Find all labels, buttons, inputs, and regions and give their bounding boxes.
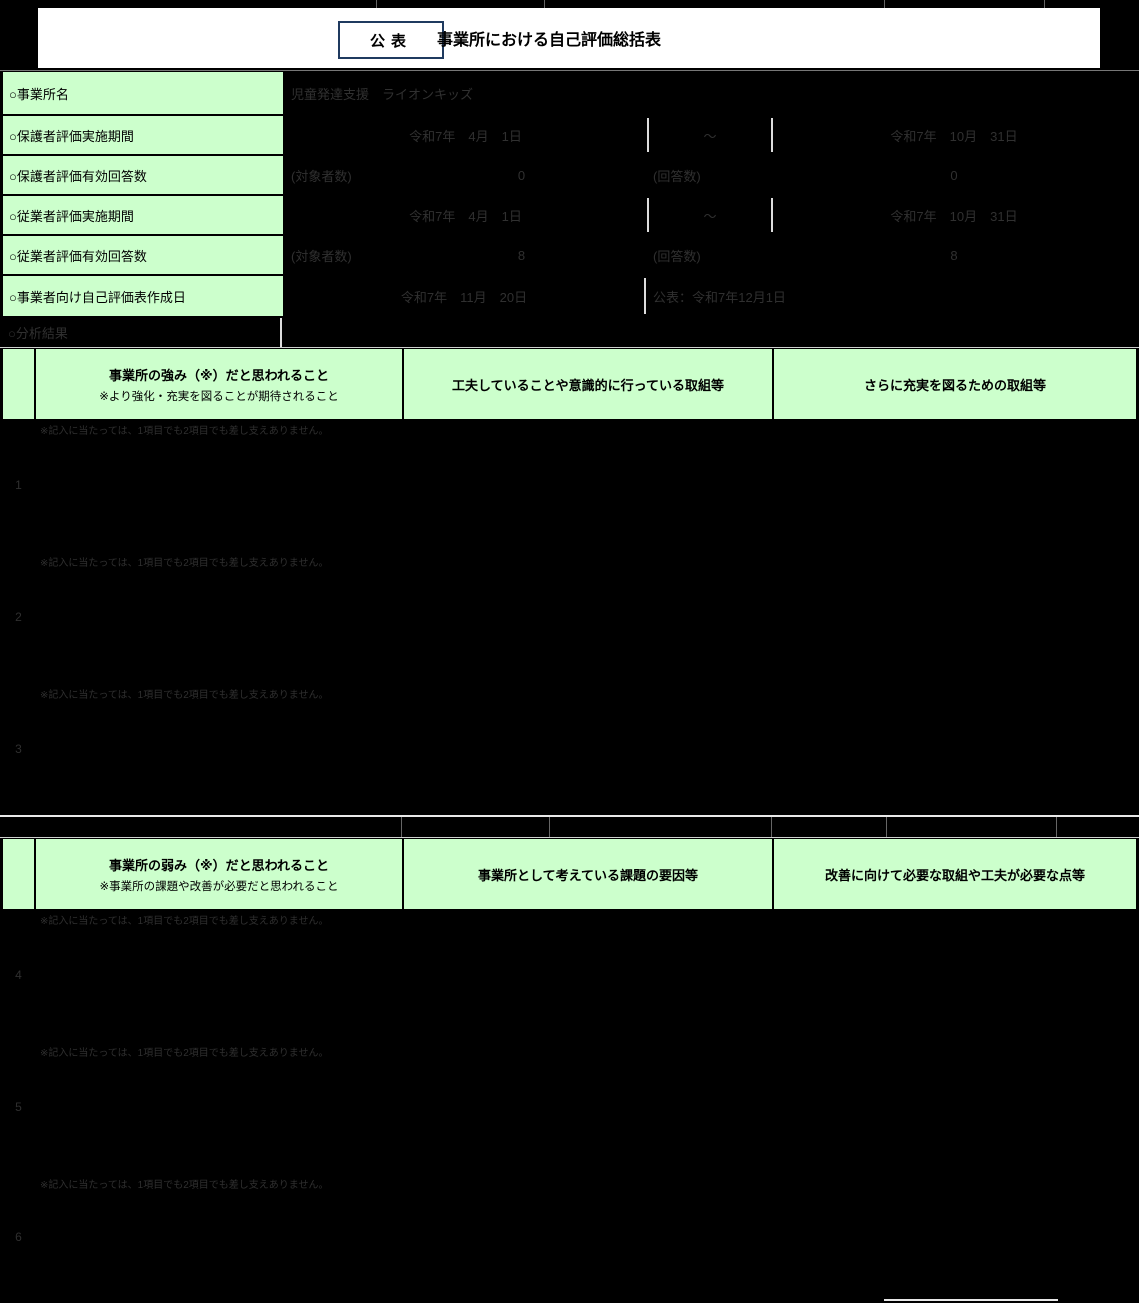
strength-row-3-number: 3 bbox=[15, 742, 22, 756]
self-eval-creation-date: 令和7年 11月 20日 bbox=[400, 289, 528, 305]
guardian-period-tilde: ～ bbox=[703, 128, 717, 144]
staff-period-from: 令和7年 4月 1日 bbox=[409, 208, 522, 224]
weakness-row-3: 6 ※記入に当たっては、1項目でも2項目でも差し支えありません。 bbox=[3, 1173, 1136, 1301]
gridline bbox=[1044, 0, 1045, 8]
weakness-row-1-note: ※記入に当たっては、1項目でも2項目でも差し支えありません。 bbox=[40, 916, 329, 927]
staff-target-count-label: (対象者数) bbox=[291, 248, 352, 264]
guardian-target-count: 0 bbox=[517, 167, 526, 183]
gridline bbox=[549, 817, 550, 837]
gridline bbox=[1056, 817, 1057, 837]
label-guardian-eval-period: ○保護者評価実施期間 bbox=[3, 116, 283, 154]
header-panel: 公表 bbox=[38, 8, 1100, 68]
cell-divider bbox=[771, 118, 773, 152]
gridline bbox=[884, 1299, 1058, 1301]
publication-date: 公表：令和7年12月1日 bbox=[653, 289, 786, 305]
strengths-header-number-col bbox=[3, 349, 34, 419]
weaknesses-col3-title: 改善に向けて必要な取組や工夫が必要な点等 bbox=[824, 867, 1085, 883]
strength-row-2-note: ※記入に当たっては、1項目でも2項目でも差し支えありません。 bbox=[40, 558, 329, 569]
weaknesses-col2-title: 事業所として考えている課題の要因等 bbox=[478, 867, 698, 883]
section-label-analysis-results: ○分析結果 bbox=[8, 326, 68, 341]
weaknesses-header-number-col bbox=[3, 839, 34, 909]
gridline bbox=[376, 0, 377, 8]
label-self-eval-creation-date: ○事業者向け自己評価表作成日 bbox=[3, 276, 283, 316]
gridline bbox=[884, 0, 885, 8]
label-staff-valid-responses: ○従業者評価有効回答数 bbox=[3, 236, 283, 274]
gridline bbox=[886, 817, 887, 837]
gridline bbox=[0, 837, 1139, 838]
cell-divider bbox=[771, 198, 773, 232]
gridline bbox=[0, 815, 1139, 817]
weakness-row-2: 5 ※記入に当たっては、1項目でも2項目でも差し支えありません。 bbox=[3, 1041, 1136, 1173]
weaknesses-header-col3: 改善に向けて必要な取組や工夫が必要な点等 bbox=[774, 839, 1136, 909]
weakness-row-3-note: ※記入に当たっては、1項目でも2項目でも差し支えありません。 bbox=[40, 1180, 329, 1191]
staff-period-to: 令和7年 10月 31日 bbox=[890, 208, 1018, 224]
strengths-col3-title: さらに充実を図るための取組等 bbox=[863, 377, 1046, 393]
kohyo-stamp: 公表 bbox=[338, 21, 444, 59]
strength-row-2: 2 ※記入に当たっては、1項目でも2項目でも差し支えありません。 bbox=[3, 551, 1136, 683]
strengths-col2-title: 工夫していることや意識的に行っている取組等 bbox=[452, 377, 724, 393]
guardian-response-count: 0 bbox=[950, 167, 958, 183]
staff-response-count-label: (回答数) bbox=[653, 248, 701, 264]
weaknesses-header-col1: 事業所の弱み（※）だと思われること ※事業所の課題や改善が必要だと思われること bbox=[36, 839, 402, 909]
weakness-row-2-note: ※記入に当たっては、1項目でも2項目でも差し支えありません。 bbox=[40, 1048, 329, 1059]
strengths-header-col1: 事業所の強み（※）だと思われること ※より強化・充実を図ることが期待されること bbox=[36, 349, 402, 419]
strengths-header-col3: さらに充実を図るための取組等 bbox=[774, 349, 1136, 419]
label-staff-eval-period: ○従業者評価実施期間 bbox=[3, 196, 283, 234]
strength-row-3: 3 ※記入に当たっては、1項目でも2項目でも差し支えありません。 bbox=[3, 683, 1136, 815]
strength-row-3-note: ※記入に当たっては、1項目でも2項目でも差し支えありません。 bbox=[40, 690, 329, 701]
strength-row-2-number: 2 bbox=[15, 610, 22, 624]
business-name-value: 児童発達支援 ライオンキッズ bbox=[291, 86, 474, 102]
gridline bbox=[0, 70, 1139, 71]
weaknesses-col1-subtitle: ※事業所の課題や改善が必要だと思われること bbox=[99, 880, 339, 893]
gridline bbox=[544, 0, 545, 8]
strengths-col1-title: 事業所の強み（※）だと思われること bbox=[109, 367, 329, 383]
gridline bbox=[280, 318, 282, 347]
guardian-period-to: 令和7年 10月 31日 bbox=[890, 128, 1018, 144]
label-guardian-valid-responses: ○保護者評価有効回答数 bbox=[3, 156, 283, 194]
weaknesses-header-col2: 事業所として考えている課題の要因等 bbox=[404, 839, 772, 909]
staff-period-tilde: ～ bbox=[703, 208, 717, 224]
strengths-col1-subtitle: ※より強化・充実を図ることが期待されること bbox=[99, 390, 339, 403]
weakness-row-2-number: 5 bbox=[15, 1100, 22, 1114]
cell-divider bbox=[647, 198, 649, 232]
kohyo-stamp-label: 公表 bbox=[369, 32, 412, 50]
weakness-row-1: 4 ※記入に当たっては、1項目でも2項目でも差し支えありません。 bbox=[3, 909, 1136, 1041]
strength-row-1-note: ※記入に当たっては、1項目でも2項目でも差し支えありません。 bbox=[40, 426, 329, 437]
gridline bbox=[771, 817, 772, 837]
guardian-target-count-label: (対象者数) bbox=[291, 168, 352, 184]
guardian-period-from: 令和7年 4月 1日 bbox=[409, 128, 522, 144]
label-business-name: ○事業所名 bbox=[3, 72, 283, 114]
weakness-row-1-number: 4 bbox=[15, 968, 22, 982]
strength-row-1-number: 1 bbox=[15, 478, 22, 492]
gridline bbox=[0, 347, 1139, 348]
page-title: 事業所における自己評価総括表 bbox=[437, 32, 662, 49]
strengths-header-col2: 工夫していることや意識的に行っている取組等 bbox=[404, 349, 772, 419]
weaknesses-col1-title: 事業所の弱み（※）だと思われること bbox=[109, 857, 329, 873]
strength-row-1: 1 ※記入に当たっては、1項目でも2項目でも差し支えありません。 bbox=[3, 419, 1136, 551]
gridline bbox=[401, 817, 402, 837]
staff-response-count: 8 bbox=[950, 247, 958, 263]
weakness-row-3-number: 6 bbox=[15, 1230, 22, 1244]
cell-divider bbox=[647, 118, 649, 152]
cell-divider bbox=[644, 278, 646, 314]
staff-target-count: 8 bbox=[517, 247, 526, 263]
guardian-response-count-label: (回答数) bbox=[653, 168, 701, 184]
